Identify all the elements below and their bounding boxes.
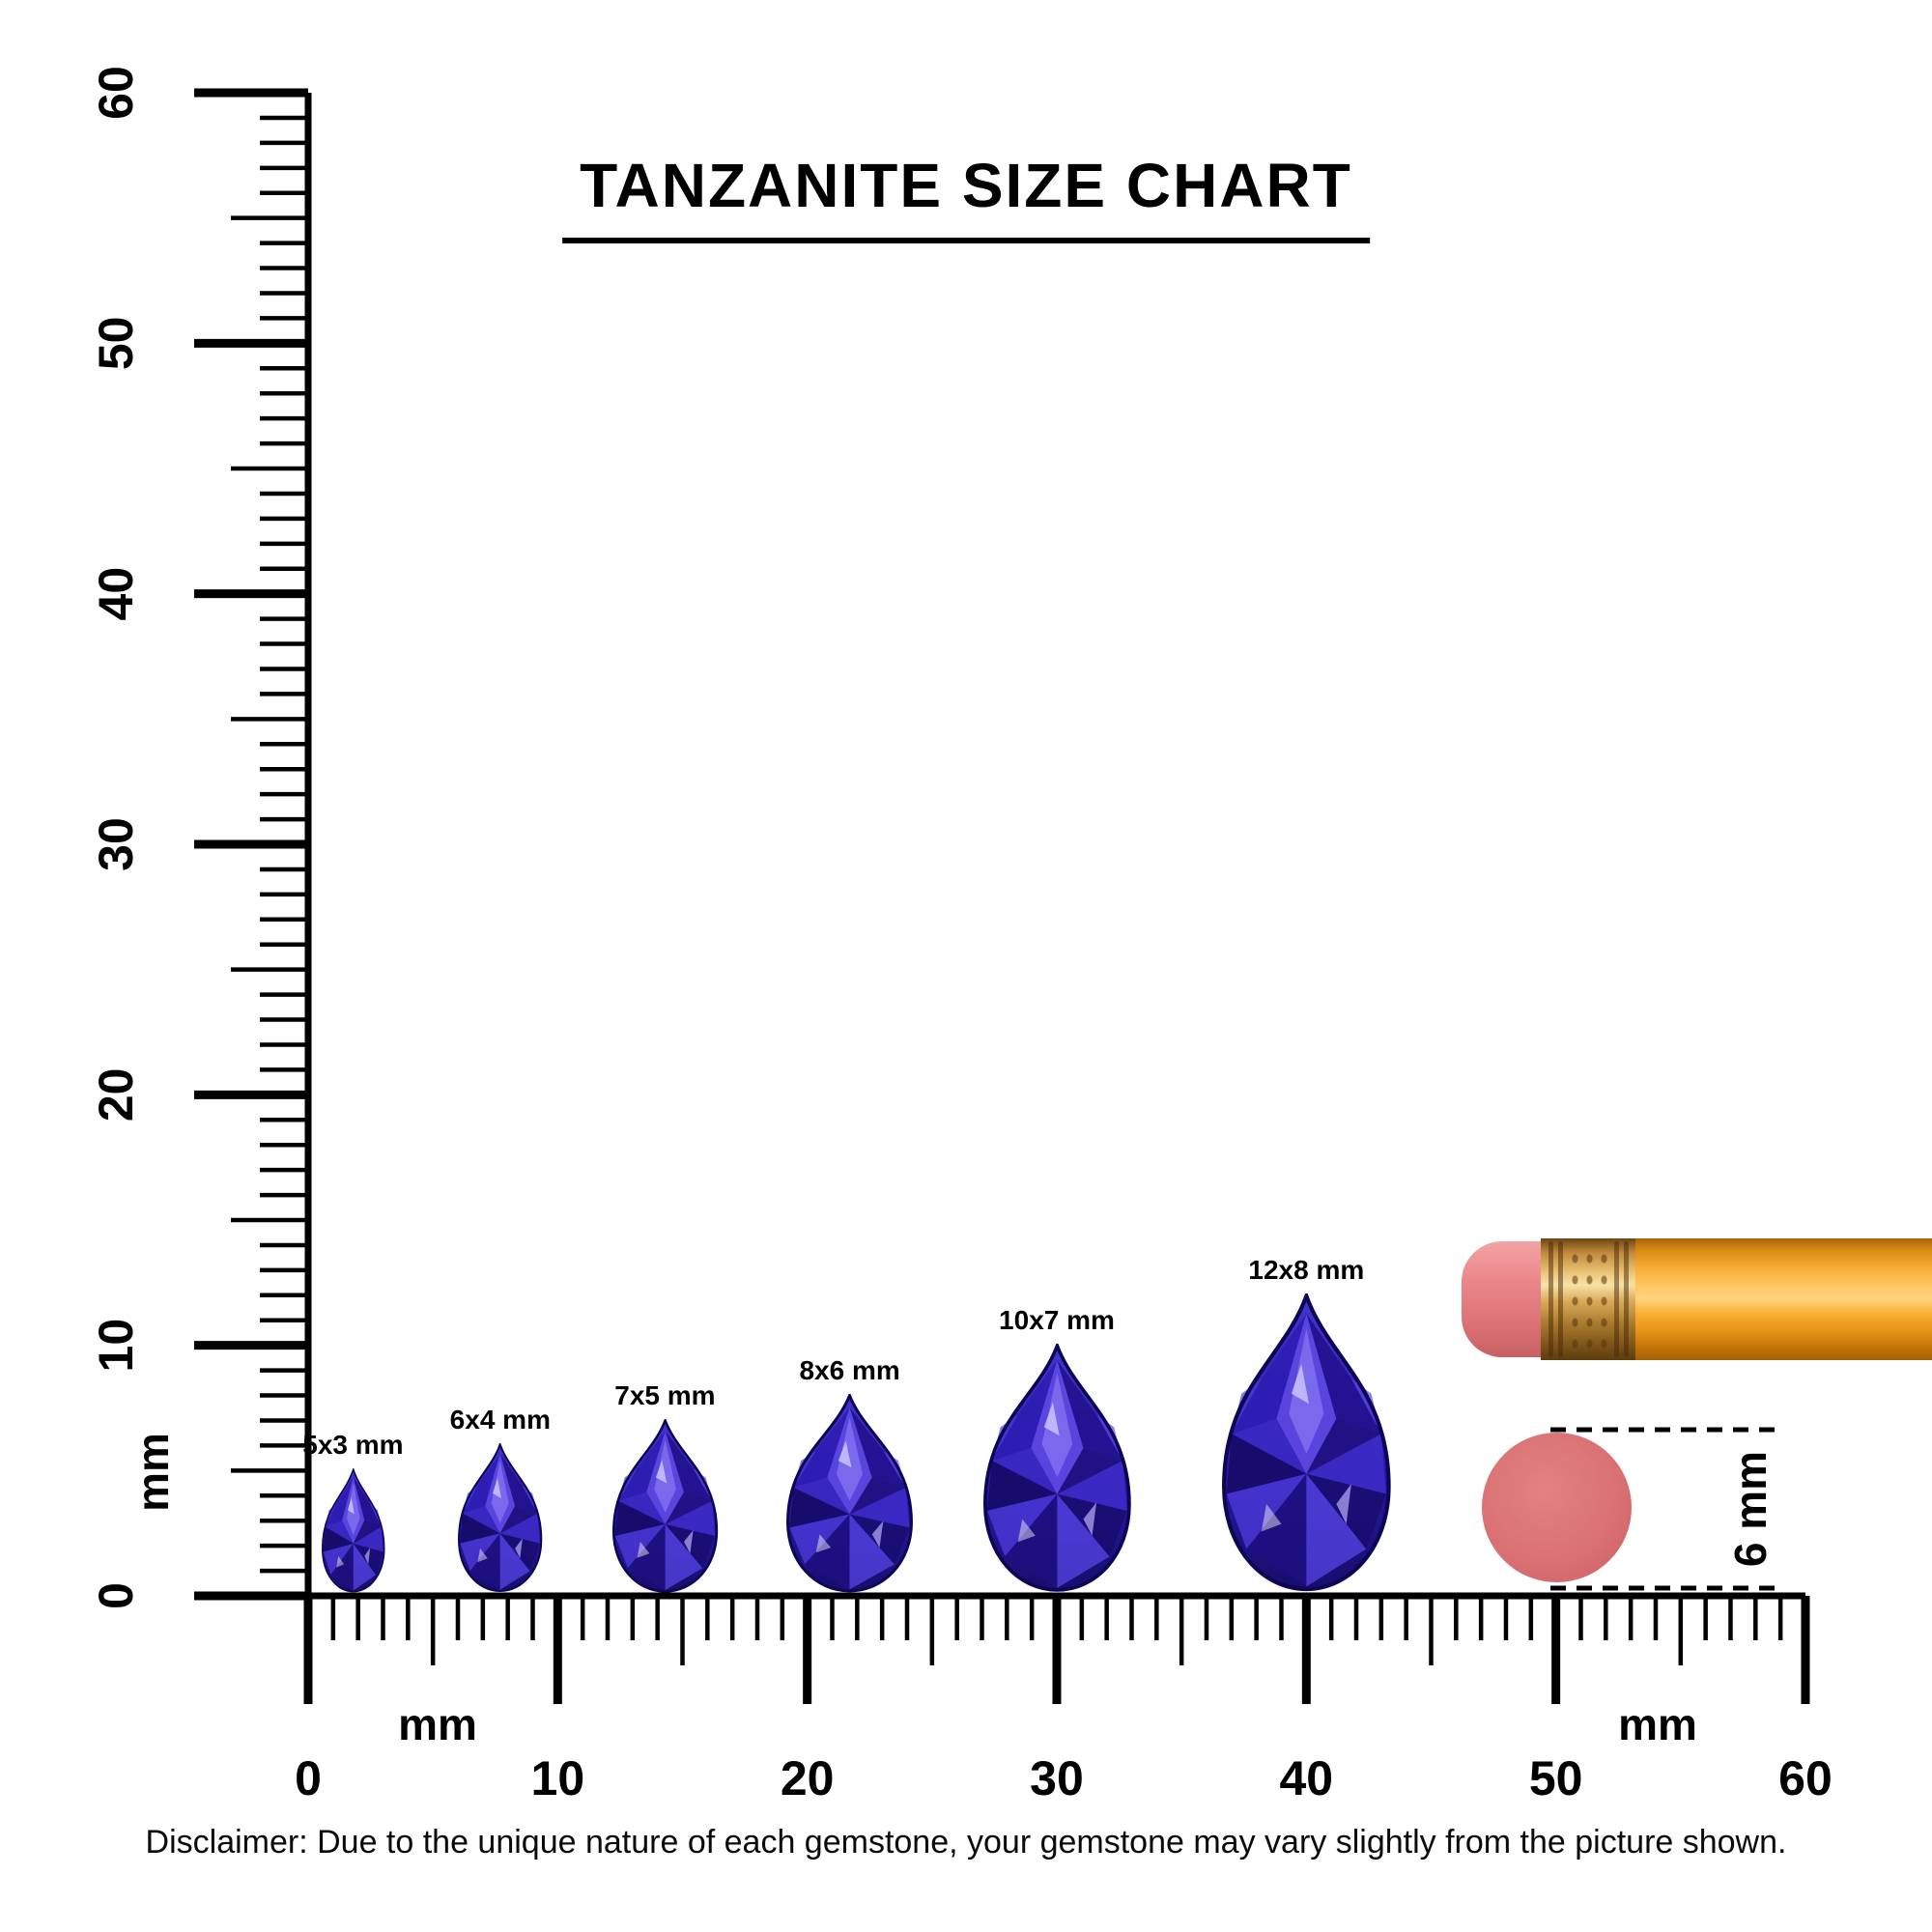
- horizontal-ruler-ticks: [303, 1596, 1810, 1704]
- gem-10x7-mm: 10x7 mm: [970, 1305, 1145, 1594]
- vertical-ruler-tick-label: 30: [89, 817, 143, 871]
- ferrule-crimp: [1624, 1241, 1629, 1357]
- vertical-ruler-tick-label: 10: [89, 1319, 143, 1373]
- horizontal-ruler-tick-label: 40: [1280, 1751, 1334, 1805]
- pencil-eraser: [1462, 1241, 1543, 1357]
- horizontal-ruler-tick-label: 60: [1778, 1751, 1833, 1805]
- horizontal-ruler-tick-label: 10: [531, 1751, 585, 1805]
- gem-7x5-mm: 7x5 mm: [603, 1380, 727, 1595]
- vertical-ruler-tick-label: 60: [89, 66, 143, 120]
- pear-gem-graphic: [1207, 1293, 1406, 1594]
- vertical-ruler-labels: 0 10 20 30 40 50 60: [89, 66, 143, 1609]
- horizontal-ruler-unit-label-right: mm: [1618, 1699, 1697, 1749]
- ferrule-crimp: [1548, 1241, 1553, 1357]
- horizontal-ruler-tick-label: 20: [781, 1751, 835, 1805]
- horizontal-ruler-tick-label: 50: [1529, 1751, 1583, 1805]
- gem-6x4-mm: 6x4 mm: [450, 1405, 551, 1594]
- vertical-ruler-tick-label: 0: [89, 1582, 143, 1609]
- pear-gem-graphic: [982, 1344, 1131, 1592]
- pear-gem-graphic: [458, 1443, 543, 1593]
- horizontal-ruler-tick-label: 30: [1030, 1751, 1084, 1805]
- gem-size-label: 5x3 mm: [302, 1430, 404, 1461]
- horizontal-ruler: 0 10 20 30 40 50 60 mm mm: [295, 1592, 1833, 1805]
- pencil: [1462, 1238, 1932, 1360]
- gem-8x6-mm: 8x6 mm: [775, 1355, 924, 1595]
- gem-12x8-mm: 12x8 mm: [1207, 1255, 1406, 1594]
- pear-gem-graphic: [321, 1468, 385, 1593]
- eraser-top-view: [1482, 1433, 1632, 1582]
- eraser-size-label: 6 mm: [1725, 1451, 1776, 1567]
- gem-size-label: 7x5 mm: [614, 1379, 716, 1410]
- vertical-ruler-unit-label: mm: [128, 1433, 178, 1512]
- eraser-measurement: 6 mm: [1550, 1427, 1785, 1591]
- gem-size-label: 8x6 mm: [799, 1354, 900, 1385]
- page-title: TANZANITE SIZE CHART: [562, 151, 1370, 243]
- pencil-ferrule: [1541, 1238, 1635, 1360]
- gem-size-label: 6x4 mm: [449, 1405, 551, 1435]
- pear-gem-graphic: [786, 1393, 914, 1593]
- pear-gem-graphic: [611, 1418, 718, 1593]
- gem-size-label: 12x8 mm: [1248, 1254, 1365, 1285]
- vertical-ruler: 0 10 20 30 40 50 60 mm: [89, 66, 312, 1609]
- horizontal-ruler-labels: 0 10 20 30 40 50 60: [295, 1751, 1833, 1805]
- vertical-ruler-tick-label: 20: [89, 1068, 143, 1122]
- vertical-ruler-tick-label: 50: [89, 317, 143, 371]
- ferrule-crimp: [1558, 1241, 1563, 1357]
- vertical-ruler-ticks: [194, 88, 308, 1601]
- vertical-ruler-tick-label: 40: [89, 567, 143, 621]
- horizontal-ruler-tick-label: 0: [295, 1751, 322, 1805]
- pencil-body: [1635, 1238, 1932, 1360]
- gem-size-label: 10x7 mm: [999, 1304, 1115, 1335]
- ferrule-crimp: [1614, 1241, 1619, 1357]
- horizontal-ruler-unit-label-left: mm: [398, 1699, 477, 1749]
- ferrule-dots: [1568, 1248, 1610, 1350]
- gem-5x3-mm: 5x3 mm: [302, 1430, 404, 1594]
- disclaimer-text: Disclaimer: Due to the unique nature of …: [145, 1824, 1787, 1861]
